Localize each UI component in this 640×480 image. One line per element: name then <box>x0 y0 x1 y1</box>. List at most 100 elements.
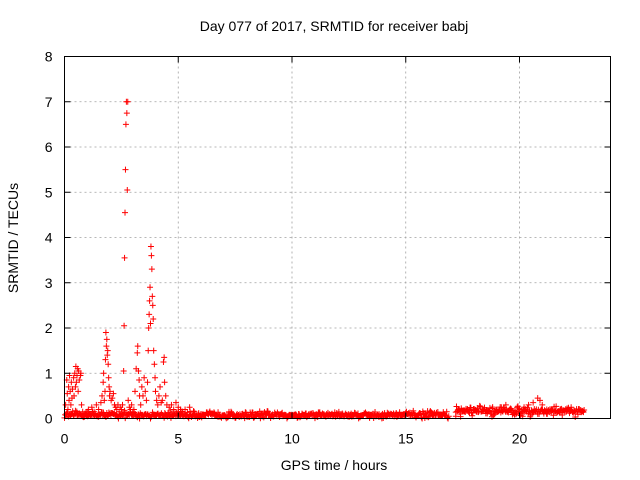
data-point <box>145 325 152 331</box>
data-point <box>430 410 437 417</box>
data-point <box>150 315 157 322</box>
chart-title: Day 077 of 2017, SRMTID for receiver bab… <box>200 18 468 34</box>
data-point <box>152 374 159 381</box>
data-point <box>238 412 245 419</box>
data-point <box>122 166 129 173</box>
data-point <box>125 397 132 404</box>
data-point <box>64 406 71 413</box>
data-point <box>109 395 116 402</box>
data-point <box>439 411 446 418</box>
data-point <box>512 411 519 418</box>
data-point <box>71 392 78 399</box>
data-point <box>484 407 491 414</box>
data-point <box>293 412 300 419</box>
data-point <box>86 410 93 417</box>
data-point <box>516 406 523 413</box>
data-point <box>348 412 355 419</box>
data-point <box>62 401 69 408</box>
data-point <box>215 409 222 416</box>
data-point <box>104 347 111 354</box>
data-point <box>151 361 158 368</box>
data-point <box>418 414 425 421</box>
data-point <box>128 401 135 408</box>
data-point <box>147 284 154 291</box>
data-point <box>302 412 309 419</box>
data-point <box>120 410 127 417</box>
data-point <box>502 401 509 408</box>
data-point <box>521 404 528 411</box>
data-point <box>141 374 148 381</box>
data-point <box>329 412 336 419</box>
data-point <box>182 406 189 413</box>
data-point <box>93 401 100 408</box>
data-point <box>161 354 168 361</box>
data-point <box>78 401 85 408</box>
data-point <box>118 406 125 413</box>
data-point <box>88 404 95 411</box>
data-point <box>167 407 174 414</box>
data-point <box>144 379 151 386</box>
data-point <box>170 406 177 413</box>
data-point <box>511 407 518 414</box>
data-point <box>548 408 555 415</box>
data-point <box>100 370 107 377</box>
data-point <box>102 356 109 363</box>
data-point <box>99 392 106 399</box>
data-point <box>568 404 575 411</box>
data-point <box>524 404 531 411</box>
data-point <box>366 411 373 418</box>
x-tick-label: 15 <box>398 431 414 447</box>
data-point <box>97 399 104 406</box>
data-point <box>135 367 142 374</box>
data-point <box>72 383 79 390</box>
data-point <box>120 367 127 374</box>
data-point <box>562 408 568 415</box>
data-point <box>393 411 400 418</box>
data-point <box>243 411 250 418</box>
data-point <box>543 406 550 413</box>
data-point <box>102 329 109 336</box>
x-tick-label: 5 <box>174 431 182 447</box>
data-point <box>257 412 264 419</box>
data-point <box>162 392 169 399</box>
x-tick-label: 10 <box>284 431 300 447</box>
data-point <box>335 408 342 415</box>
data-point <box>557 406 564 413</box>
data-point <box>121 322 128 329</box>
data-point <box>147 243 154 250</box>
data-point <box>444 414 451 421</box>
data-point <box>316 409 323 416</box>
y-tick-label: 7 <box>45 94 53 110</box>
data-point <box>107 388 113 395</box>
data-point <box>228 408 235 415</box>
data-point <box>159 397 166 404</box>
data-point <box>457 410 464 417</box>
data-point <box>91 408 98 415</box>
data-point <box>124 98 131 105</box>
x-axis-label: GPS time / hours <box>281 457 388 473</box>
data-point <box>123 110 130 117</box>
data-point <box>172 399 179 406</box>
data-point <box>580 408 587 415</box>
data-point <box>132 388 139 395</box>
data-point <box>103 336 110 343</box>
data-point <box>145 347 152 354</box>
data-point <box>530 399 537 406</box>
data-point <box>103 343 110 350</box>
data-point <box>146 311 153 318</box>
data-point <box>539 401 546 408</box>
data-point <box>375 412 382 419</box>
data-point <box>139 392 146 399</box>
data-point <box>149 302 156 309</box>
data-point <box>121 254 128 261</box>
data-point <box>65 383 72 390</box>
data-point <box>150 347 157 354</box>
data-point <box>134 349 141 356</box>
y-tick-label: 1 <box>45 365 53 381</box>
data-point <box>320 410 327 417</box>
data-point <box>216 411 223 418</box>
data-point <box>498 404 505 411</box>
data-point <box>68 379 75 386</box>
data-point <box>186 404 193 411</box>
